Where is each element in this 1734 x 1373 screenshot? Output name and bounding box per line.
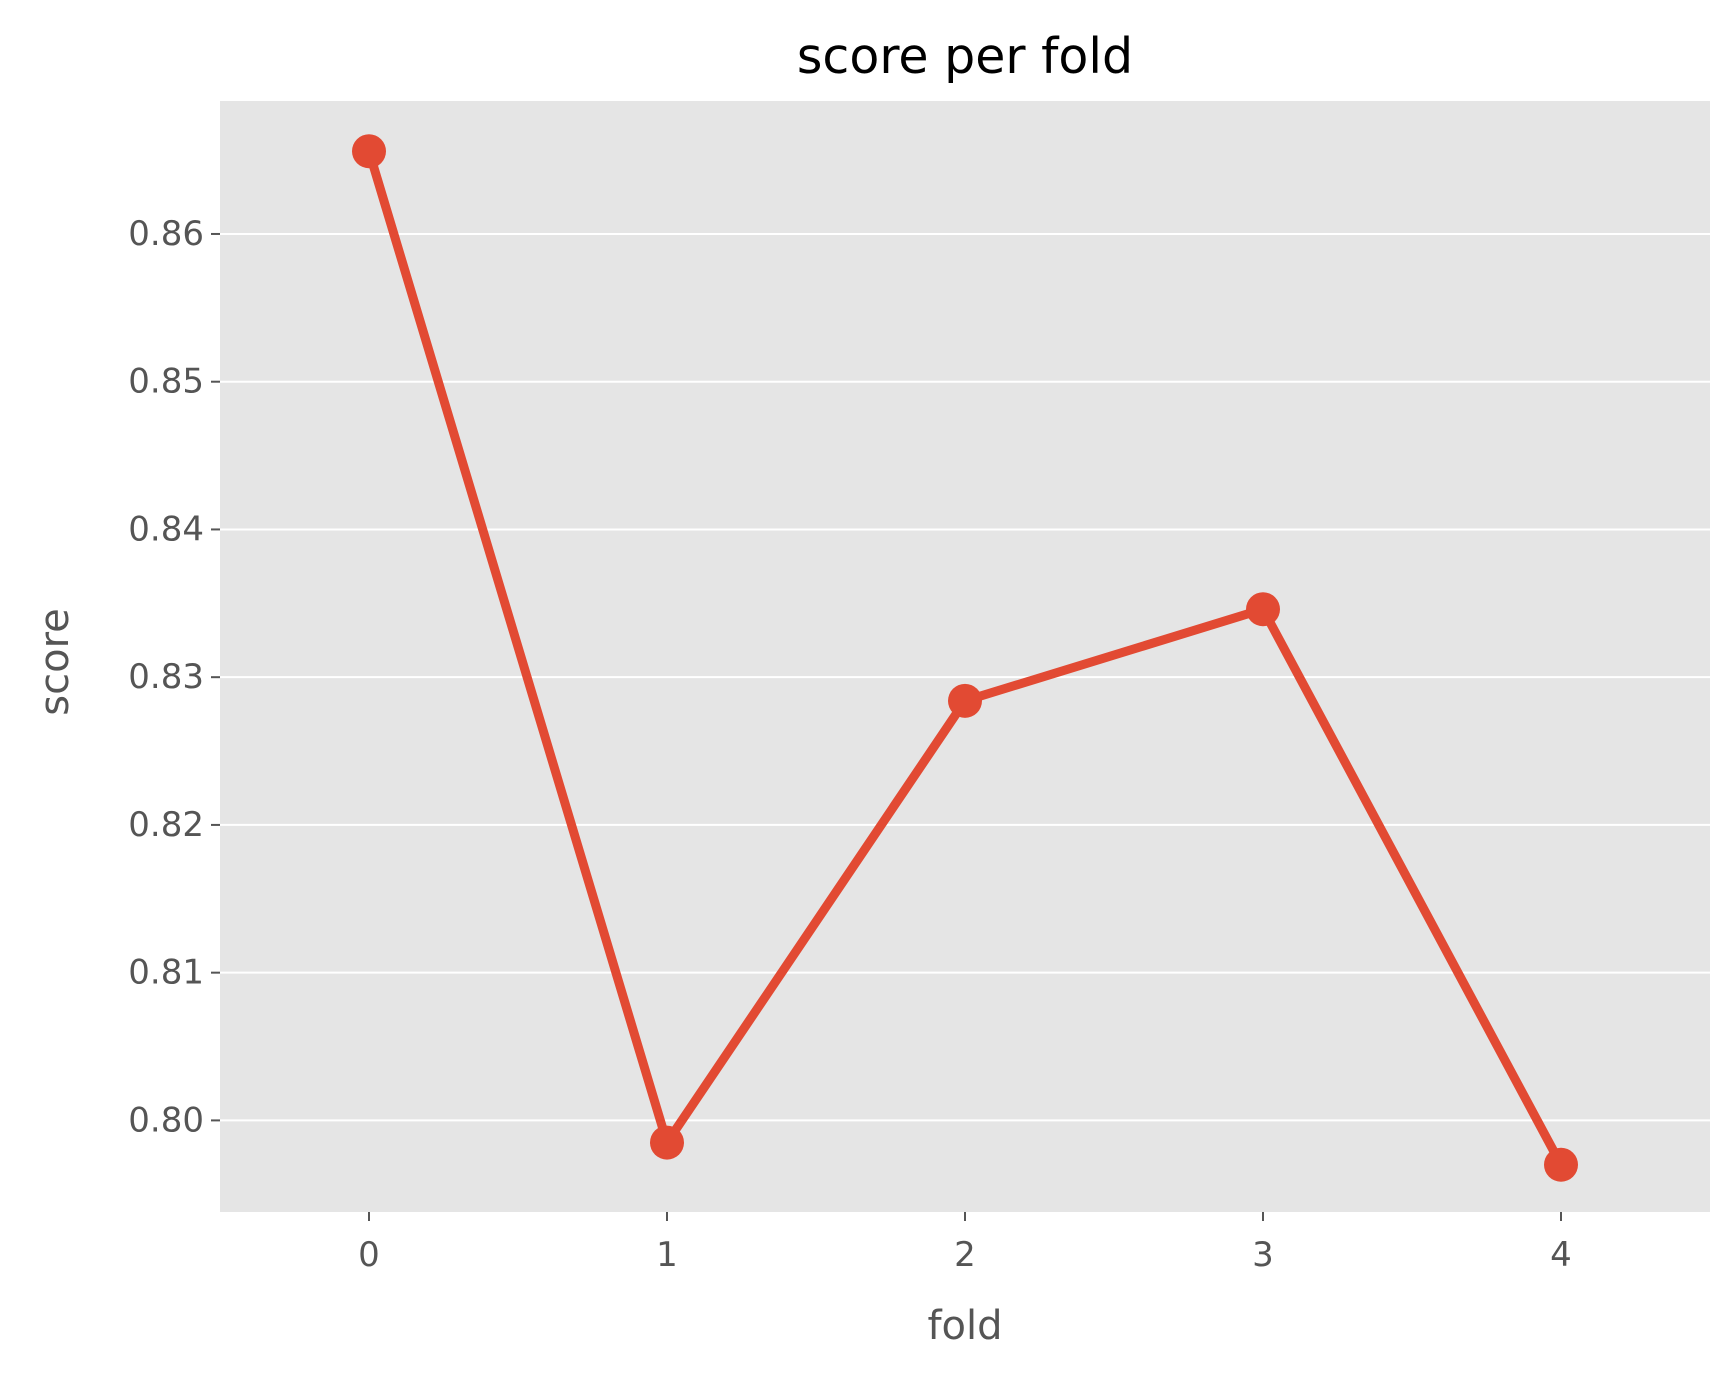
y-tick-label: 0.81 xyxy=(128,953,204,993)
x-tick-label: 2 xyxy=(954,1235,976,1275)
x-tick-label: 1 xyxy=(656,1235,678,1275)
y-tick-label: 0.85 xyxy=(128,362,204,402)
data-point xyxy=(352,134,386,169)
chart-title: score per fold xyxy=(797,28,1133,85)
data-point xyxy=(1246,592,1280,627)
grid-lines xyxy=(220,232,1710,1122)
data-point xyxy=(948,683,982,718)
plot-area xyxy=(220,101,1710,1212)
y-tick-label: 0.83 xyxy=(128,657,204,697)
y-axis-label: score xyxy=(32,608,78,715)
data-point xyxy=(650,1125,684,1160)
y-tick-label: 0.84 xyxy=(128,509,204,549)
x-tick-label: 3 xyxy=(1252,1235,1274,1275)
y-axis: 0.80 0.81 0.82 0.83 0.84 0.85 0.86 xyxy=(128,214,220,1140)
x-axis-label: fold xyxy=(927,1303,1002,1349)
x-tick-label: 4 xyxy=(1550,1235,1572,1275)
series-score xyxy=(352,134,1578,1182)
x-tick-label: 0 xyxy=(358,1235,380,1275)
data-point xyxy=(1544,1147,1578,1182)
x-axis: 0 1 2 3 4 xyxy=(358,1212,1572,1275)
y-tick-label: 0.86 xyxy=(128,214,204,254)
y-tick-label: 0.80 xyxy=(128,1100,204,1140)
y-tick-label: 0.82 xyxy=(128,805,204,845)
